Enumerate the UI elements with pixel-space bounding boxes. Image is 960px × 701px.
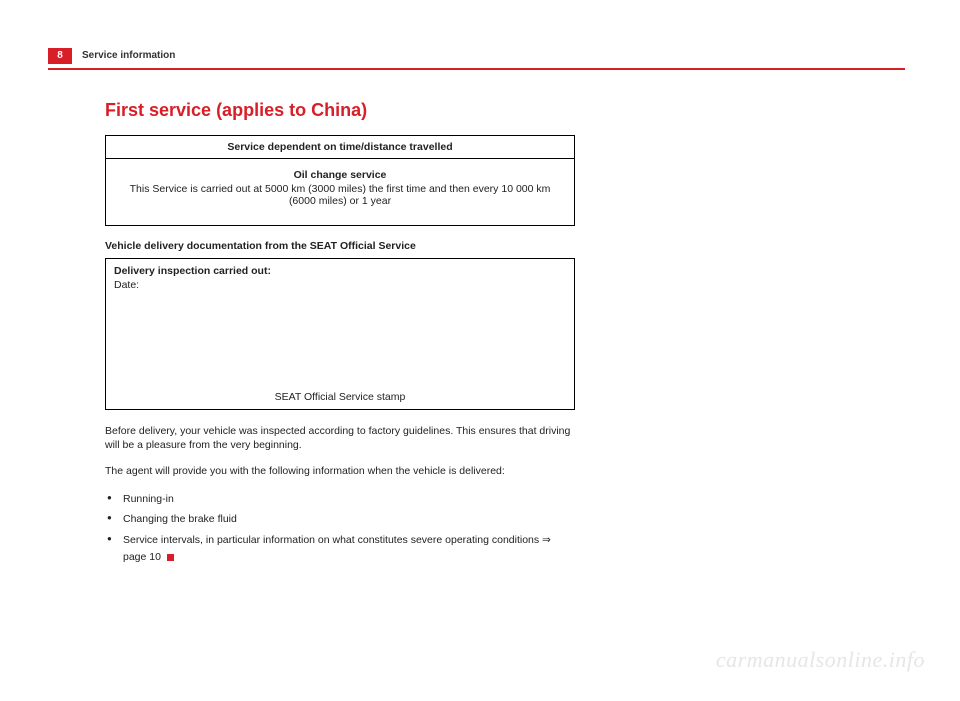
subheading: Vehicle delivery documentation from the … [105, 240, 575, 252]
service-description: This Service is carried out at 5000 km (… [130, 183, 551, 207]
end-of-section-icon [167, 554, 174, 561]
arrow-icon: ⇒ [542, 534, 551, 546]
page-heading: First service (applies to China) [105, 100, 575, 121]
list-item: Running-in [105, 491, 575, 508]
list-item: Service intervals, in particular informa… [105, 532, 575, 566]
bullet-list: Running-in Changing the brake fluid Serv… [105, 491, 575, 566]
delivery-doc-box: Delivery inspection carried out: Date: S… [105, 258, 575, 410]
delivery-inspection-label: Delivery inspection carried out: [114, 265, 566, 277]
list-item-text: Service intervals, in particular informa… [123, 534, 551, 563]
header-rule [48, 68, 905, 70]
paragraph-2: The agent will provide you with the foll… [105, 464, 575, 478]
table-header-cell: Service dependent on time/distance trave… [106, 136, 575, 159]
page-header: 8 Service information [0, 48, 905, 70]
delivery-doc-inner: Delivery inspection carried out: Date: S… [106, 259, 574, 409]
text-fragment: Service intervals, in particular informa… [123, 534, 542, 546]
list-item-text: Changing the brake fluid [123, 513, 237, 525]
paragraph-1: Before delivery, your vehicle was inspec… [105, 424, 575, 452]
text-fragment: page 10 [123, 551, 161, 563]
list-item: Changing the brake fluid [105, 511, 575, 528]
list-item-text: Running-in [123, 493, 174, 505]
page-number-badge: 8 [48, 48, 72, 64]
service-schedule-table: Service dependent on time/distance trave… [105, 135, 575, 226]
section-label: Service information [82, 50, 175, 61]
page-content: First service (applies to China) Service… [105, 100, 575, 570]
delivery-date-label: Date: [114, 279, 566, 291]
stamp-label: SEAT Official Service stamp [106, 391, 574, 403]
service-title: Oil change service [128, 169, 552, 181]
watermark: carmanualsonline.info [716, 647, 925, 673]
table-body-cell: Oil change service This Service is carri… [106, 159, 575, 226]
